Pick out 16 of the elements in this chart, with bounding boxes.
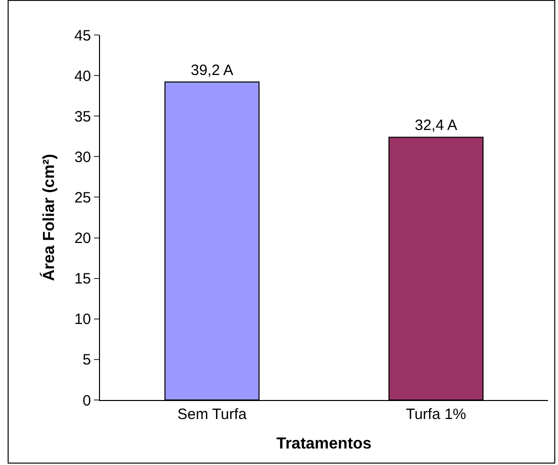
- y-axis-title: Área Foliar (cm²): [39, 154, 58, 282]
- data-label: 39,2 A: [190, 62, 234, 80]
- data-label: 32,4 A: [414, 117, 458, 134]
- y-tick-label: 20: [74, 230, 91, 248]
- x-axis-title: Tratamentos: [276, 436, 372, 453]
- y-tick-label: 5: [82, 352, 91, 369]
- x-tick-label: Turfa 1%: [406, 406, 466, 423]
- y-tick-label: 45: [74, 27, 91, 44]
- x-tick-label: Sem Turfa: [177, 406, 248, 423]
- y-tick-label: 30: [74, 148, 91, 166]
- y-tick-label: 35: [74, 108, 91, 126]
- y-tick-label: 0: [82, 392, 91, 410]
- y-tick-label: 10: [74, 311, 91, 328]
- y-tick-label: 40: [74, 68, 91, 85]
- y-tick-label: 25: [74, 189, 91, 206]
- y-tick-label: 15: [74, 270, 91, 288]
